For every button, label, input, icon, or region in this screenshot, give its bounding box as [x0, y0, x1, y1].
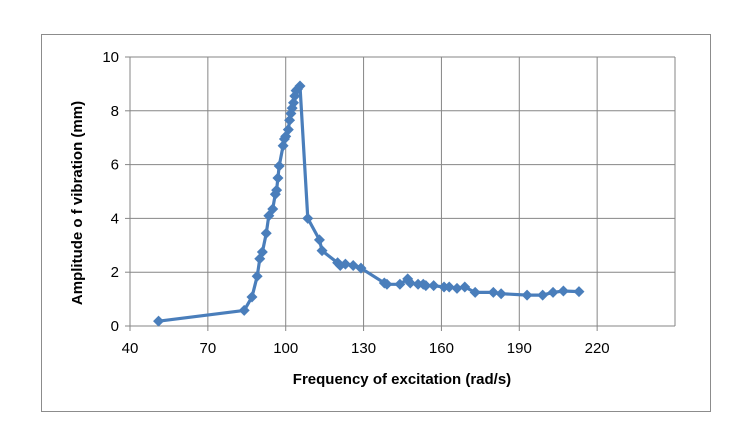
x-tick-label: 220 [585, 340, 610, 357]
data-point [547, 286, 559, 298]
series-line [158, 84, 580, 323]
axes [125, 56, 675, 331]
chart-frame: 40 70 100 130 160 190 220 0 2 4 6 8 10 Frequency of … [41, 34, 711, 412]
data-point [521, 289, 533, 301]
data-point [246, 291, 258, 303]
series-layer [153, 80, 585, 327]
data-point [394, 278, 406, 290]
y-tick-label: 4 [111, 210, 119, 227]
y-tick-label: 6 [111, 157, 119, 174]
data-point [282, 124, 294, 136]
data-point [495, 288, 507, 300]
tick-labels: 40 70 100 130 160 190 220 0 2 4 6 8 10 [102, 49, 609, 357]
data-point [355, 262, 367, 274]
data-point [313, 234, 325, 246]
chart: 40 70 100 130 160 190 220 0 2 4 6 8 10 Frequency of … [69, 49, 676, 388]
data-point [459, 281, 471, 293]
data-point [316, 245, 328, 257]
data-point [280, 130, 292, 142]
x-tick-label: 160 [429, 340, 454, 357]
data-point [272, 172, 284, 184]
y-tick-label: 0 [111, 318, 119, 335]
data-point [557, 285, 569, 297]
data-point [420, 280, 432, 292]
x-tick-label: 190 [507, 340, 532, 357]
data-point [469, 286, 481, 298]
data-point [267, 203, 279, 215]
x-tick-label: 100 [273, 340, 298, 357]
data-point [288, 97, 299, 109]
data-point [271, 184, 283, 196]
data-point [339, 258, 351, 270]
y-tick-label: 10 [102, 49, 119, 66]
data-point [273, 160, 285, 172]
data-point [443, 281, 455, 293]
data-point [286, 102, 298, 114]
data-point [277, 140, 289, 152]
data-point [451, 282, 463, 294]
data-point [260, 227, 272, 239]
x-tick-label: 40 [122, 340, 139, 357]
data-point [537, 289, 549, 301]
data-point [573, 286, 585, 298]
data-point [404, 277, 416, 289]
x-tick-label: 130 [351, 340, 376, 357]
data-point [381, 278, 393, 290]
data-point [153, 315, 165, 327]
gridlines [130, 56, 676, 326]
data-point [294, 80, 306, 92]
data-point [251, 270, 263, 282]
y-tick-label: 8 [111, 103, 119, 120]
x-tick-label: 70 [200, 340, 217, 357]
data-point [256, 246, 268, 258]
y-tick-label: 2 [111, 264, 119, 281]
data-point [487, 286, 499, 298]
data-point [302, 212, 314, 224]
data-point [238, 304, 250, 316]
data-point [428, 280, 440, 292]
x-axis-title: Frequency of excitation (rad/s) [293, 371, 511, 388]
y-axis-title: Amplitude o f vibration (mm) [69, 101, 86, 305]
